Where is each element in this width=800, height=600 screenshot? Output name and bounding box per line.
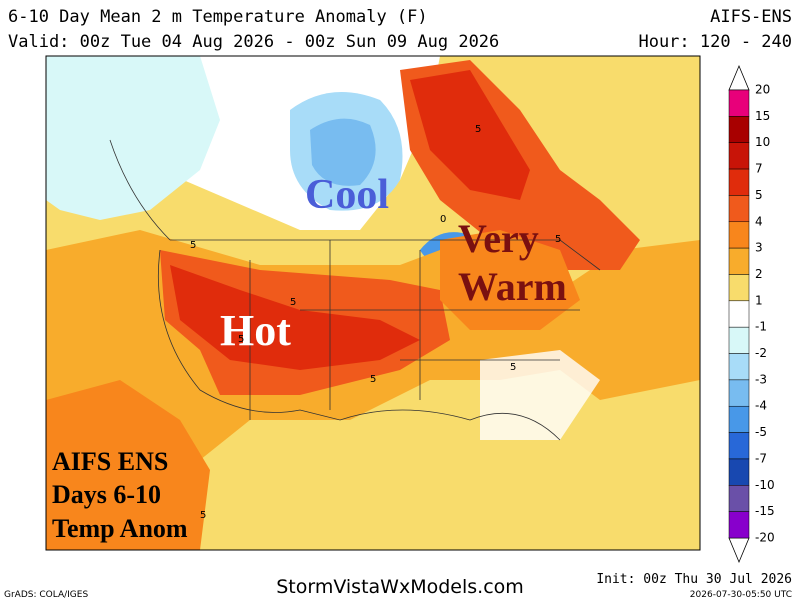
cool-core — [310, 118, 376, 186]
colorbar-swatch — [728, 485, 750, 512]
box-text: AIFS ENS — [52, 447, 168, 476]
colorbar-swatch — [728, 353, 750, 381]
colorbar-label: -1 — [755, 320, 767, 334]
colorbar-label: 5 — [755, 188, 763, 202]
forecast-hours: Hour: 120 - 240 — [638, 32, 792, 52]
borders — [109, 139, 601, 441]
cool-west — [46, 56, 220, 220]
colorbar-label: -4 — [755, 399, 767, 413]
colorbar-swatch — [728, 274, 750, 302]
colorbar-label: -2 — [755, 346, 767, 360]
contour-label: 5 — [475, 124, 481, 135]
timestamp: 2026-07-30-05:50 UTC — [690, 590, 792, 600]
colorbar-label: -15 — [755, 504, 775, 518]
map-frame — [45, 55, 701, 551]
colorbar-swatch — [728, 168, 750, 196]
very-warm-core — [410, 70, 530, 200]
colorbar-label: -10 — [755, 478, 775, 492]
hot-core — [170, 265, 420, 370]
colorbar-swatch — [728, 89, 750, 117]
contour-label: 5 — [555, 234, 561, 245]
colorbar-swatch — [728, 300, 750, 328]
colorbar-label: -20 — [755, 531, 775, 545]
contour-label: 0 — [440, 214, 446, 225]
contour-label: 5 — [200, 510, 206, 521]
colorbar-swatch — [728, 379, 750, 407]
colorbar-swatch — [728, 511, 750, 539]
annotation: Very — [458, 216, 539, 261]
colorbar-label: 3 — [755, 241, 763, 255]
colorbar-label: 4 — [755, 214, 763, 228]
contour-label: 5 — [238, 334, 244, 345]
colorbar-label: -7 — [755, 451, 767, 465]
contour-label: 5 — [370, 374, 376, 385]
contour-label: 5 — [510, 362, 516, 373]
colorbar-label: 1 — [755, 293, 763, 307]
colorbar-label: 2 — [755, 267, 763, 281]
colorbar-swatch — [728, 247, 750, 275]
map — [46, 56, 700, 550]
contour-label: 5 — [190, 240, 196, 251]
colorbar-swatch — [728, 221, 750, 249]
init-time: Init: 00z Thu 30 Jul 2026 — [596, 572, 792, 587]
contour-label: 5 — [290, 297, 296, 308]
site: StormVistaWxModels.com — [276, 576, 524, 598]
colorbar-swatch — [728, 326, 750, 354]
warm-east — [440, 230, 580, 330]
colorbar-label: 7 — [755, 162, 763, 176]
box-text: Temp Anom — [52, 514, 188, 543]
credit: GrADS: COLA/IGES — [4, 590, 88, 600]
colorbar-label: 10 — [755, 135, 770, 149]
colorbar-swatch — [728, 142, 750, 170]
colorbar-label: 20 — [755, 83, 770, 97]
model: AIFS-ENS — [710, 7, 792, 27]
colorbar-swatch — [728, 116, 750, 143]
title: 6-10 Day Mean 2 m Temperature Anomaly (F… — [8, 7, 428, 27]
colorbar-label: -3 — [755, 372, 767, 386]
colorbar-swatch — [728, 458, 750, 486]
box-text: Days 6-10 — [52, 480, 161, 509]
annotation: Cool — [305, 172, 389, 218]
annotation: Warm — [458, 264, 567, 309]
warm-mexico — [46, 380, 210, 550]
annotation: Hot — [220, 306, 291, 355]
neutral-southeast — [480, 350, 600, 440]
colorbar-swatch — [728, 432, 750, 460]
colorbar-label: -5 — [755, 425, 767, 439]
colorbar-label: 15 — [755, 109, 770, 123]
colorbar-swatch — [728, 405, 750, 433]
valid-time: Valid: 00z Tue 04 Aug 2026 - 00z Sun 09 … — [8, 32, 499, 52]
colorbar: 20 15 10 7 5 4 3 2 1 -1 -2 -3 -4 -5 -7 -10 -15 -20 — [728, 64, 775, 564]
colorbar-swatch — [728, 195, 750, 223]
